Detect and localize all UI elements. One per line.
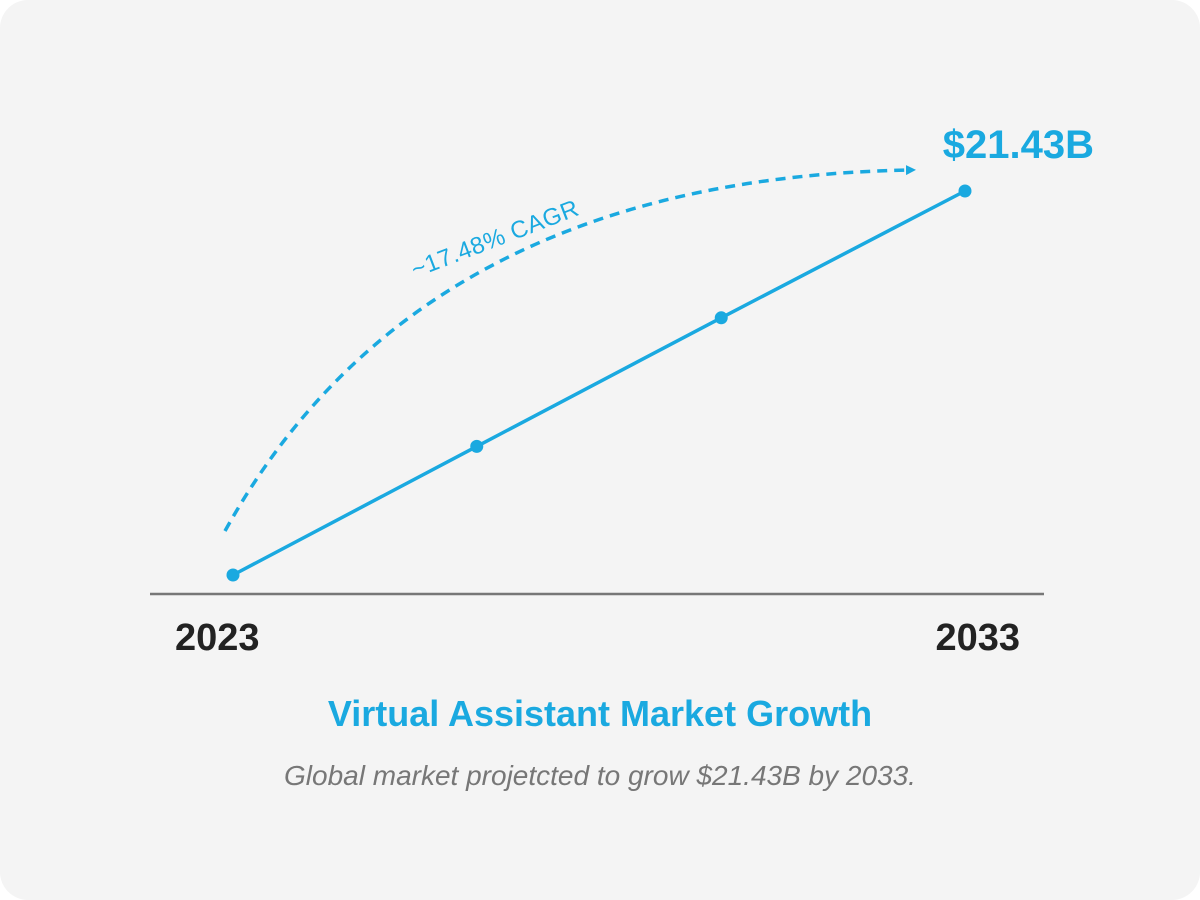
series-line [232, 189, 966, 577]
data-point-0 [226, 568, 240, 582]
data-points [226, 184, 972, 582]
x-tick-label-start: 2023 [175, 617, 260, 659]
cagr-annotation: ~17.48% CAGR [407, 195, 582, 284]
data-point-3 [958, 184, 972, 198]
chart-title: Virtual Assistant Market Growth [327, 693, 873, 734]
chart-subtitle: Global market projetcted to grow $21.43B… [284, 760, 916, 791]
end-value-label: $21.43B [943, 123, 1094, 167]
x-tick-label-end: 2033 [935, 617, 1020, 659]
data-point-2 [714, 311, 728, 325]
data-point-1 [470, 439, 484, 453]
series-line-0 [232, 189, 966, 577]
cagr-trend-arrow [223, 165, 916, 532]
